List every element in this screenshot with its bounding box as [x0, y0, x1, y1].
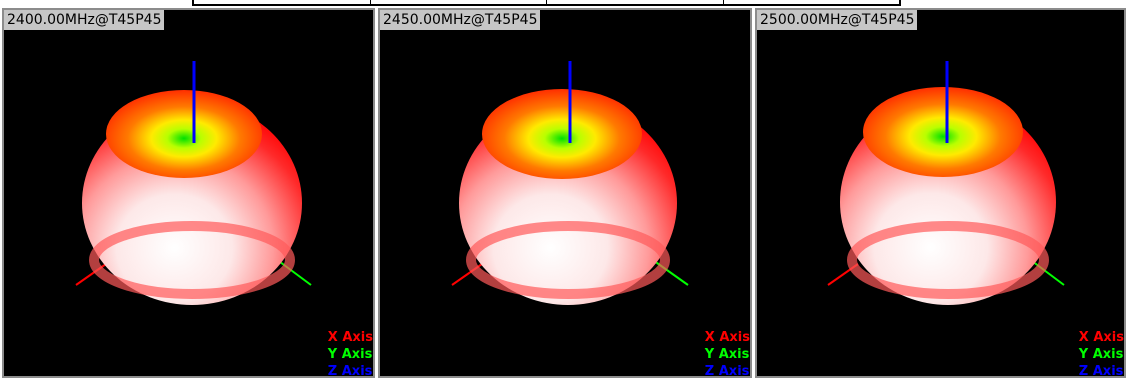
pattern-top-cap: [106, 90, 262, 178]
legend-y-axis: Y Axis: [704, 347, 750, 362]
radiation-pattern-3d: [827, 61, 1065, 305]
pattern-lower-ring: [89, 221, 295, 299]
pattern-panel-2450[interactable]: 2450.00MHz@T45P45 X Axis: [378, 8, 752, 378]
top-table-cell: [371, 0, 547, 4]
top-table-cell: [724, 0, 900, 4]
pattern-panel-2500[interactable]: 2500.00MHz@T45P45 X Axis: [755, 8, 1126, 378]
axis-legend: X Axis Y Axis Z Axis: [705, 329, 750, 378]
legend-y-axis: Y Axis: [327, 347, 373, 362]
legend-y-axis: Y Axis: [1078, 347, 1124, 362]
radiation-pattern-3d: [75, 61, 312, 305]
axis-legend: X Axis Y Axis Z Axis: [1079, 329, 1124, 378]
legend-x-axis: X Axis: [327, 330, 373, 345]
pattern-lower-ring: [847, 221, 1049, 299]
legend-z-axis: Z Axis: [1078, 364, 1124, 378]
top-table-cell: [547, 0, 724, 4]
top-table-border: [192, 0, 901, 6]
legend-z-axis: Z Axis: [327, 364, 373, 378]
pattern-panel-2400[interactable]: 2400.00MHz@T45P45 X Axis: [2, 8, 375, 378]
top-table-cell: [194, 0, 371, 4]
legend-z-axis: Z Axis: [704, 364, 750, 378]
pattern-lower-ring: [466, 221, 670, 299]
pattern-top-cap: [482, 89, 642, 179]
panel-title: 2400.00MHz@T45P45: [4, 10, 165, 30]
panel-title: 2500.00MHz@T45P45: [757, 10, 918, 30]
radiation-pattern-3d: [451, 61, 689, 305]
pattern-top-cap: [863, 87, 1023, 177]
axis-legend: X Axis Y Axis Z Axis: [328, 329, 373, 378]
legend-x-axis: X Axis: [704, 330, 750, 345]
legend-x-axis: X Axis: [1078, 330, 1124, 345]
panel-title: 2450.00MHz@T45P45: [380, 10, 541, 30]
